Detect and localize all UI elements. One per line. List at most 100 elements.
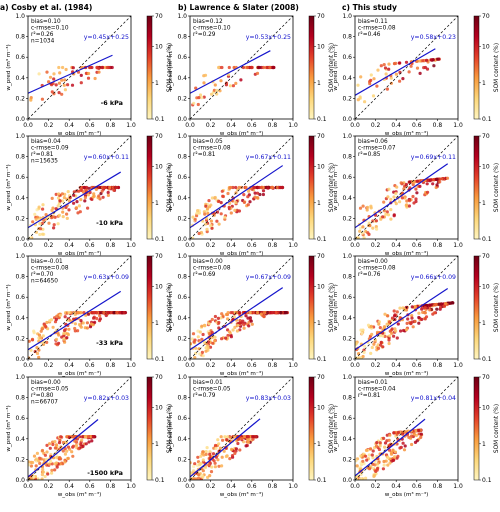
scatter-points [28,185,121,239]
x-tick-label: 1.0 [453,242,463,249]
data-point [278,185,282,190]
data-point [59,435,63,439]
data-point [255,71,260,75]
data-point [416,179,420,183]
data-point [389,452,394,456]
data-point [388,334,392,338]
fit-equation: y=0.53x+0.25 [246,34,291,41]
data-point [256,191,260,195]
y-tick-label: 1.0 [15,253,25,260]
data-point [215,88,219,93]
colorbar-tick-label: 70 [155,133,163,140]
data-point [217,442,221,446]
data-point [271,65,275,70]
stat-crmse: c-rmse=0.08 [31,266,69,272]
y-tick-label: 0.2 [15,215,25,222]
data-point [222,449,226,453]
data-point [413,319,417,323]
data-point [359,454,363,458]
data-point [224,81,229,85]
y-tick-label: 1.0 [15,374,25,381]
data-point [86,435,90,439]
stat-r2: r²=0.76 [358,271,381,278]
x-tick-label: 1.0 [288,362,298,369]
data-point [41,342,46,346]
data-point [253,191,257,195]
data-point [234,201,238,205]
data-point [63,452,67,456]
stat-crmse: c-rmse=0.10 [31,26,69,32]
data-point [451,301,455,305]
regression-line [355,48,436,96]
data-point [63,460,67,464]
data-point [396,430,400,434]
data-point [244,444,248,448]
data-point [53,468,57,472]
fit-equation: y=0.83x+0.03 [246,395,291,402]
data-point [411,194,415,199]
y-tick-label: 1.0 [342,253,352,260]
data-point [29,464,33,468]
data-point [246,435,250,439]
x-tick-label: 0.4 [391,242,401,249]
data-point [40,473,45,477]
data-point [86,193,90,197]
data-point [227,65,231,70]
colorbar-tick-label: 1 [482,320,486,327]
data-point [242,193,246,197]
data-point [391,448,395,453]
x-tick-label: 0.6 [247,122,257,129]
y-tick-label: 0.2 [177,215,187,222]
scatter-points [355,428,424,480]
data-point [236,323,240,327]
y-tick-label: 0.0 [177,116,187,123]
data-point [200,337,204,341]
data-point [38,232,42,237]
data-point [219,316,223,320]
data-point [227,330,232,334]
data-point [358,226,363,230]
colorbar-tick-label: 1 [155,200,159,207]
data-point [208,474,212,478]
stat-bias: bias=-0.01 [31,259,63,265]
data-point [210,196,214,200]
data-point [261,192,265,197]
data-point [409,64,413,68]
y-tick-label: 0.4 [342,436,352,443]
data-point [206,211,210,215]
data-point [444,302,448,306]
colorbar-label: SOM content (%) [329,283,335,332]
x-tick-label: 1.0 [126,122,136,129]
data-point [381,345,385,349]
data-point [244,314,248,318]
y-tick-label: 0.8 [177,34,187,41]
fit-equation: y=0.67x+0.09 [246,274,291,281]
stat-crmse: c-rmse=0.05 [31,387,69,393]
data-point [246,440,250,444]
data-point [65,212,69,216]
data-point [39,329,43,333]
data-point [259,185,264,190]
y-tick-label: 0.4 [15,75,25,82]
y-tick-label: 1.0 [177,374,187,381]
stat-r2: r²=0.79 [193,392,216,399]
data-point [405,203,409,207]
data-point [398,306,402,310]
x-tick-label: 0.2 [44,122,54,129]
data-point [384,72,388,76]
data-point [73,439,77,443]
one-to-one-line [354,15,459,120]
data-point [359,356,363,359]
data-point [364,454,368,458]
data-point [197,473,201,477]
colorbar-tick-label: 70 [317,374,325,381]
data-point [418,184,422,188]
data-point [58,313,63,317]
data-point [197,231,201,236]
fit-equation: y=0.69x+0.11 [411,154,456,161]
y-tick-label: 0.4 [177,315,187,322]
data-point [50,468,54,472]
data-point [37,205,41,209]
data-point [55,314,59,318]
data-point [220,189,224,193]
